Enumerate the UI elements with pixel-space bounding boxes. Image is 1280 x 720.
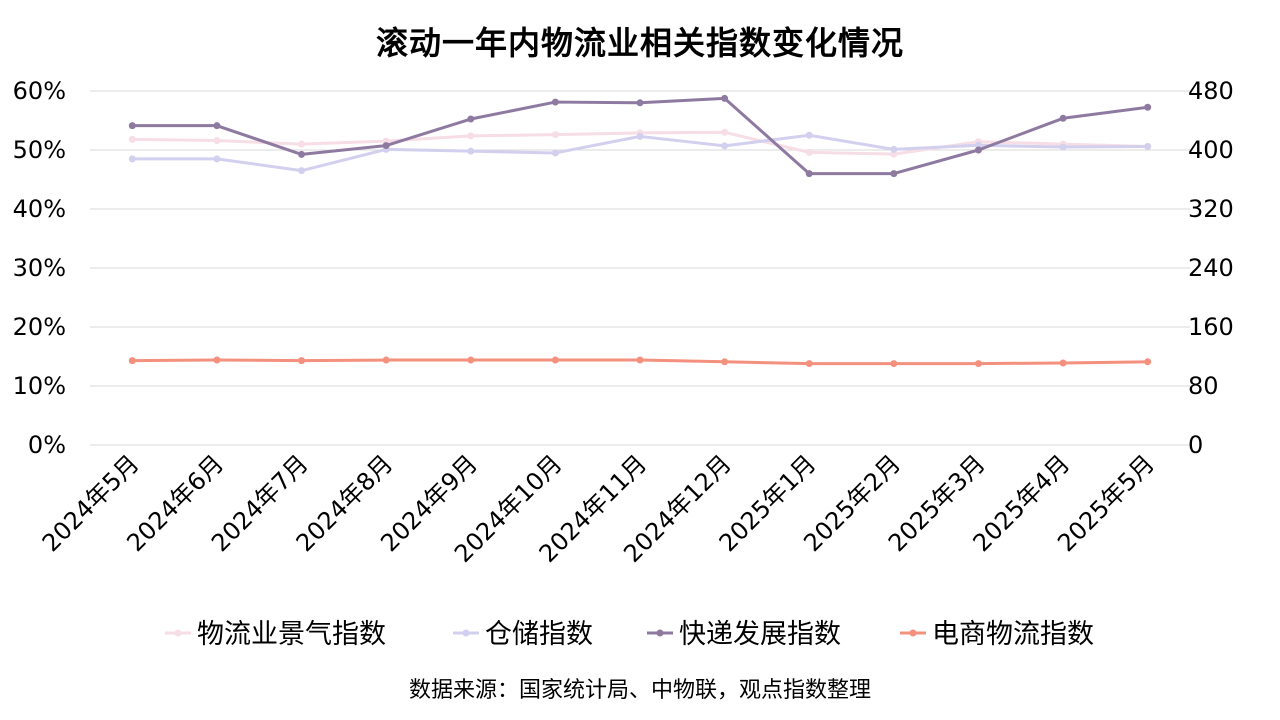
data-point [1144,358,1152,366]
legend-label: 仓储指数 [485,619,593,650]
data-point [551,131,559,139]
data-point [636,99,644,107]
left-axis-tick-label: 50% [13,136,66,164]
right-axis-tick-label: 400 [1188,136,1234,164]
left-axis-ticks: 0% 10% 20% 30% 40% 50% 60% [13,77,66,459]
right-axis-tick-label: 0 [1188,431,1203,459]
series-2 [128,94,1152,178]
data-point [1059,143,1067,151]
data-point [128,122,136,130]
data-point [467,132,475,140]
left-axis-tick-label: 0% [28,431,66,459]
data-point [721,128,729,136]
data-point [213,356,221,364]
series-1 [128,131,1152,175]
data-point [890,360,898,368]
left-axis-tick-label: 10% [13,372,66,400]
legend-marker [909,629,917,637]
data-point [298,167,306,175]
data-point [1059,359,1067,367]
data-point [213,137,221,145]
data-point [298,357,306,365]
data-point [213,155,221,163]
data-point [721,142,729,150]
legend-marker [174,629,182,637]
gridlines [90,90,1190,446]
data-point [890,170,898,178]
legend-label: 物流业景气指数 [197,619,386,650]
legend: 物流业景气指数 仓储指数 快递发展指数 电商物流指数 [165,619,1094,650]
data-point [128,135,136,143]
left-axis-tick-label: 40% [13,195,66,223]
series-lines [128,94,1152,368]
legend-marker [656,629,664,637]
data-point [1059,114,1067,122]
left-axis-tick-label: 60% [13,77,66,105]
legend-marker [462,629,470,637]
right-axis-tick-label: 480 [1188,77,1234,105]
legend-label: 快递发展指数 [679,619,841,650]
data-point [890,145,898,153]
left-axis-tick-label: 20% [13,313,66,341]
right-axis-tick-label: 160 [1188,313,1234,341]
right-axis-tick-label: 320 [1188,195,1234,223]
right-axis-tick-label: 240 [1188,254,1234,282]
data-point [974,146,982,154]
data-point [213,122,221,130]
data-point [382,356,390,364]
legend-label: 电商物流指数 [932,619,1094,650]
data-point [551,356,559,364]
data-point [805,360,813,368]
data-point [551,149,559,157]
right-axis-ticks: 0 80 160 240 320 400 480 [1188,77,1234,459]
data-point [467,356,475,364]
data-point [128,357,136,365]
data-point [551,98,559,106]
data-point [805,170,813,178]
data-point [974,360,982,368]
data-point [467,147,475,155]
data-point [382,142,390,150]
chart-title: 滚动一年内物流业相关指数变化情况 [375,24,904,62]
data-point [128,155,136,163]
source-note: 数据来源：国家统计局、中物联，观点指数整理 [408,678,871,703]
data-point [298,150,306,158]
data-point [298,140,306,148]
data-point [1144,142,1152,150]
x-axis-ticks: 2024年5月2024年6月2024年7月2024年8月2024年9月2024年… [37,449,1160,568]
left-axis-tick-label: 30% [13,254,66,282]
data-point [805,148,813,156]
data-point [805,131,813,139]
data-point [636,132,644,140]
data-point [721,358,729,366]
data-point [636,356,644,364]
data-point [467,115,475,123]
data-point [721,94,729,102]
data-point [1144,103,1152,111]
series-3 [128,356,1152,368]
series-line [132,133,1148,173]
right-axis-tick-label: 80 [1188,372,1219,400]
